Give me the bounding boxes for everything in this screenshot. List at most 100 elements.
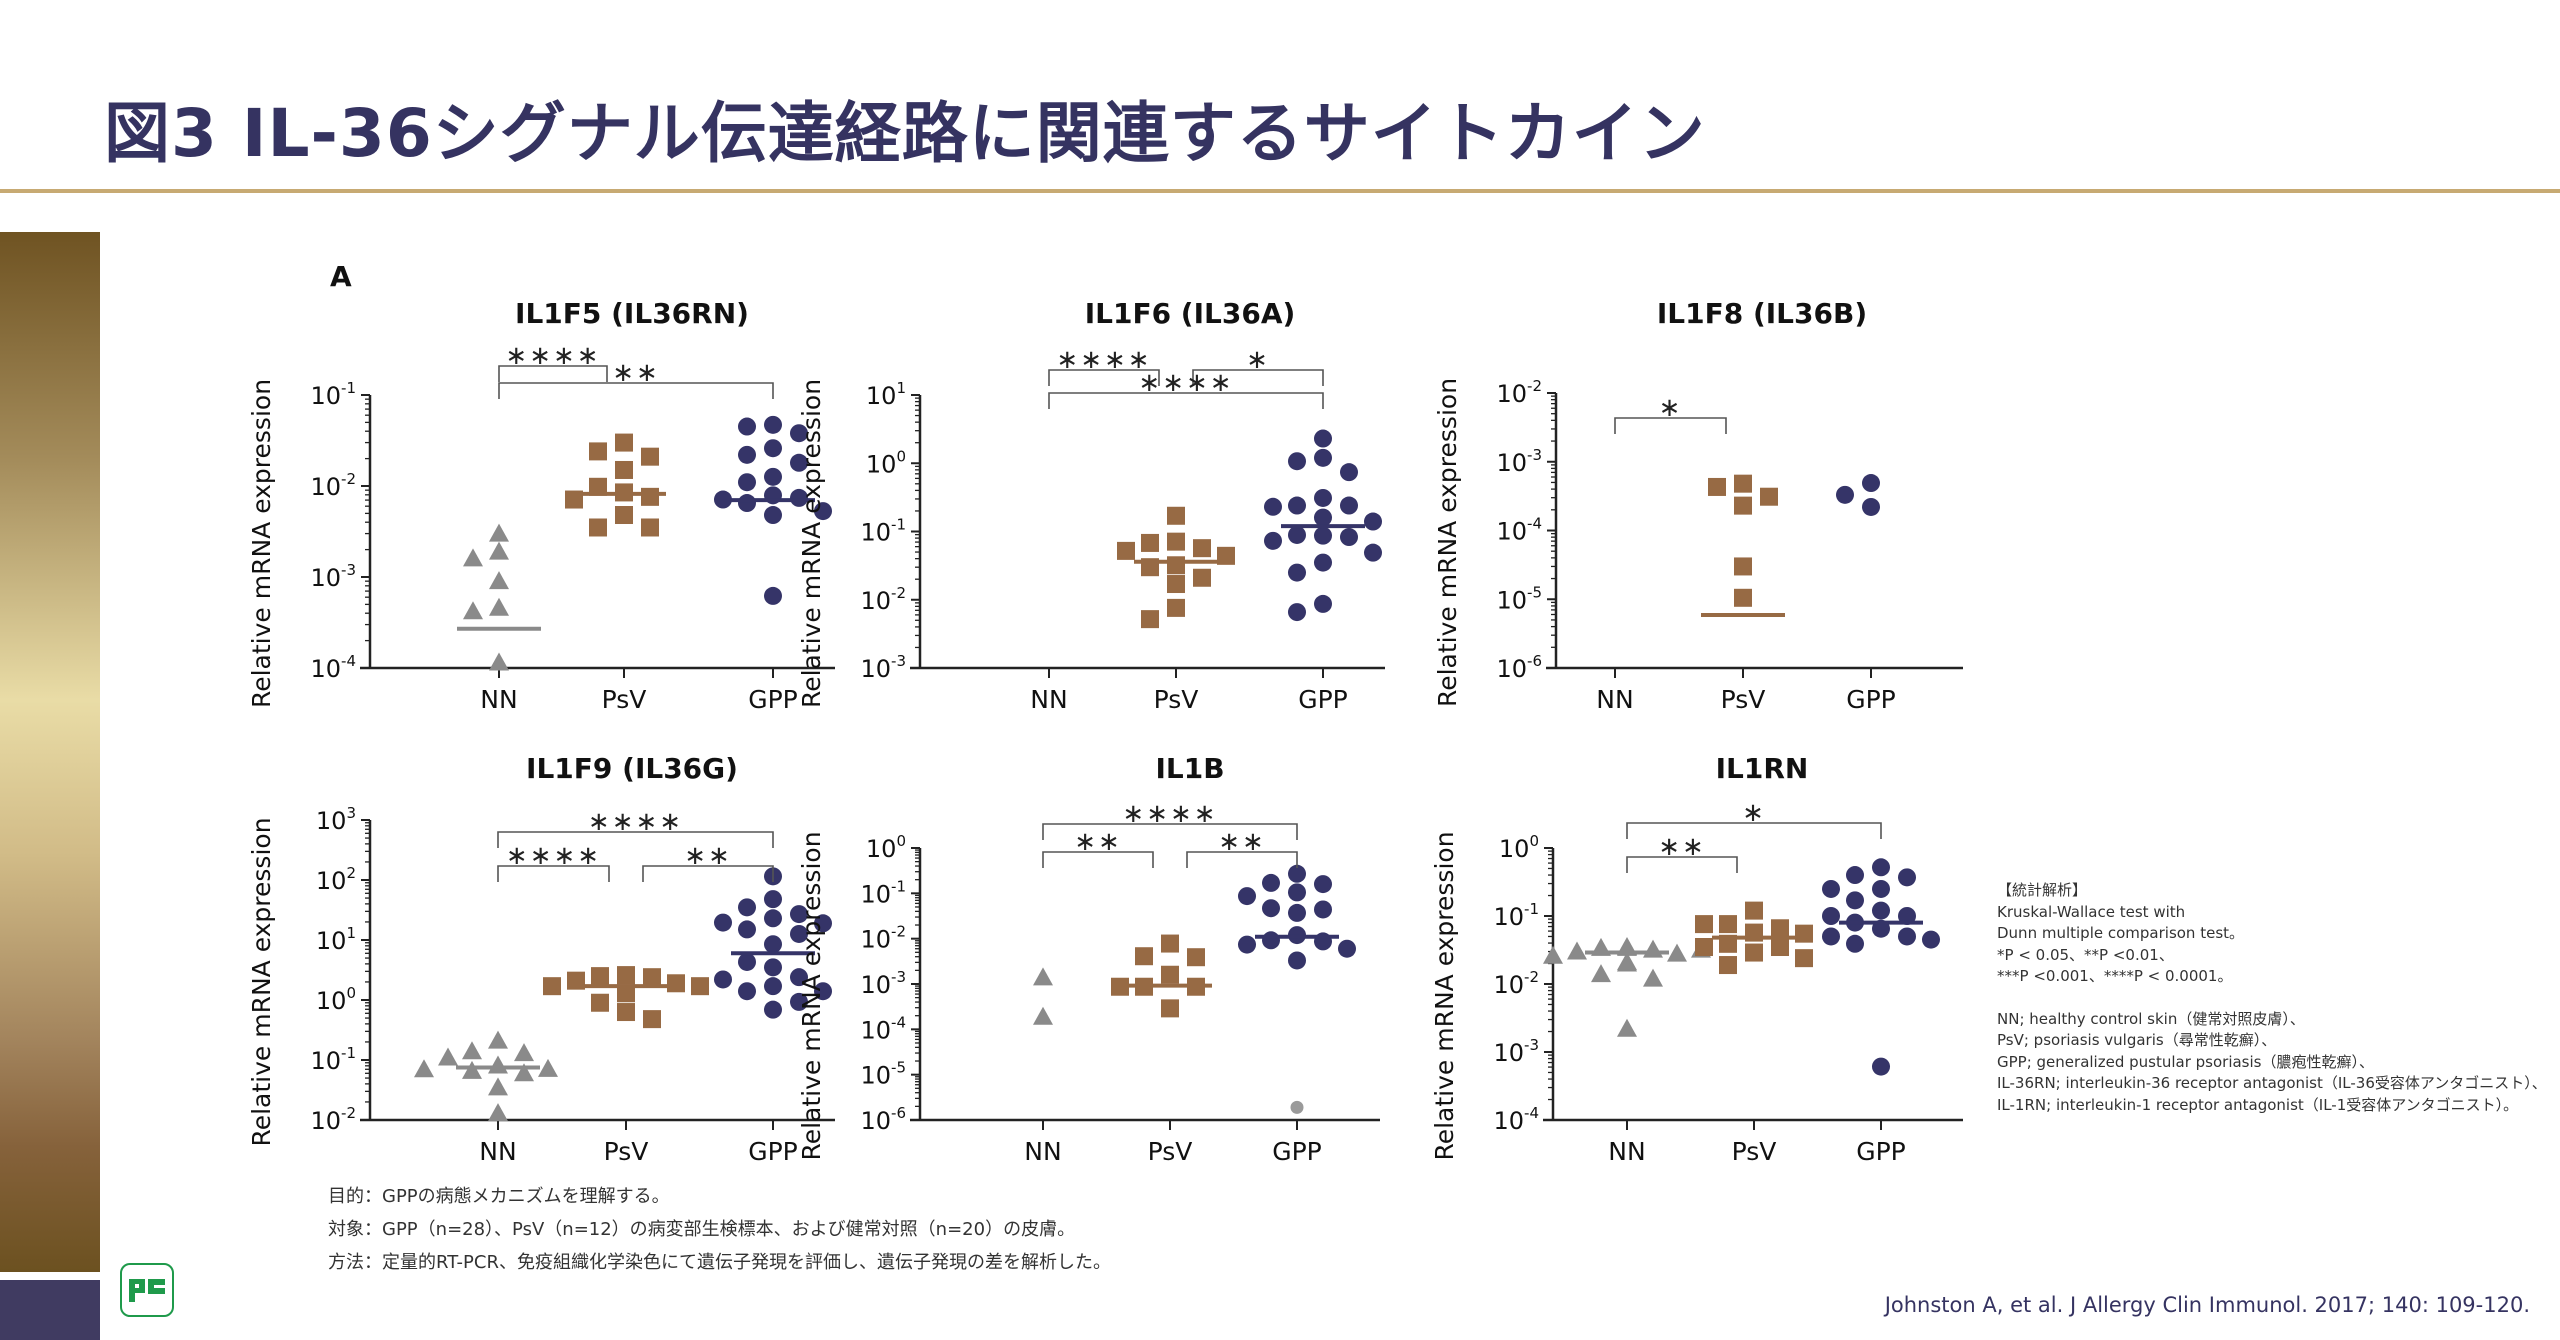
abbrev-line: IL-36RN; interleukin-36 receptor antagon… [1997, 1074, 2547, 1092]
data-point-square [1745, 901, 1763, 920]
data-point-square [589, 442, 607, 461]
data-point-triangle [1617, 1018, 1637, 1037]
y-tick-label: 10-1 [860, 877, 906, 908]
stats-line: Dunn multiple comparison test。 [1997, 924, 2245, 942]
chart-panel: IL1F8 (IL36B) Relative mRNA expression 10-… [1433, 297, 1963, 714]
subjects-text: 対象：GPP（n=28）、PsV（n=12）の病変部生検標本、および健常対照（n… [328, 1219, 1076, 1240]
data-point-circle [1288, 452, 1306, 471]
y-tick-label: 10-2 [310, 470, 356, 501]
page-title: 図3 IL-36シグナル伝達経路に関連するサイトカイン [104, 95, 1706, 172]
data-point-square [1795, 924, 1813, 943]
data-point-circle [764, 439, 782, 458]
data-point-circle [790, 992, 808, 1011]
data-point-triangle [438, 1047, 458, 1066]
stats-notes: 【統計解析】 Kruskal-Wallace test with Dunn mu… [1997, 880, 2547, 1116]
y-axis-label: Relative mRNA expression [247, 817, 276, 1146]
data-point-square [1187, 948, 1205, 967]
data-point-circle [738, 417, 756, 436]
data-point-circle [790, 453, 808, 472]
data-point-circle [764, 415, 782, 434]
data-point-square [591, 993, 609, 1012]
data-point-square [1167, 598, 1185, 617]
data-point-circle [764, 467, 782, 486]
data-point-circle [814, 914, 832, 933]
data-point-circle [1264, 497, 1282, 516]
y-tick-label: 10-4 [860, 1013, 906, 1044]
data-point-circle [790, 424, 808, 443]
data-point-square [1734, 588, 1752, 607]
data-point-square [615, 433, 633, 452]
significance-label: ∗∗ [612, 358, 660, 388]
x-tick-label: PsV [1732, 1137, 1777, 1166]
data-point-square [1161, 965, 1179, 984]
data-point-square [1141, 533, 1159, 552]
significance-bracket [642, 865, 774, 882]
data-point-circle [714, 970, 732, 989]
data-point-square [1135, 947, 1153, 966]
chart-panel: IL1F6 (IL36A) Relative mRNA expression 101… [797, 297, 1385, 714]
chart-panel: IL1RN Relative mRNA expression 100 10-1 10-2… [1430, 752, 1963, 1166]
data-point-circle [714, 913, 732, 932]
data-point-circle [764, 506, 782, 525]
data-point-square [1771, 938, 1789, 957]
data-point-circle [1264, 531, 1282, 550]
data-point-circle [1364, 512, 1382, 531]
data-point-triangle [463, 601, 483, 620]
significance-label: ∗∗∗∗ [588, 807, 683, 837]
data-point-triangle [462, 1041, 482, 1060]
data-point-circle [1340, 528, 1358, 547]
data-point-square [1167, 532, 1185, 551]
data-point-circle [738, 494, 756, 513]
data-point-circle [714, 490, 732, 509]
data-point-circle [1288, 603, 1306, 622]
y-tick-label: 10-3 [1493, 1036, 1539, 1067]
y-tick-label: 10-3 [1496, 446, 1542, 477]
data-point-circle [790, 488, 808, 507]
significance-bracket [1042, 823, 1298, 840]
significance-label: ∗∗ [1658, 832, 1706, 862]
y-tick-label: 100 [866, 832, 906, 863]
y-tick-label: 10-1 [1493, 900, 1539, 931]
purpose-text: 目的：GPPの病態メカニズムを理解する。 [328, 1186, 670, 1207]
data-point-square [1695, 915, 1713, 934]
data-point-circle [1238, 935, 1256, 954]
y-tick-label: 10-1 [860, 516, 906, 547]
y-tick-label: 10-2 [1496, 377, 1542, 408]
data-point-square [615, 506, 633, 525]
data-point-circle [1822, 907, 1840, 925]
data-point-triangle [1543, 945, 1563, 964]
data-point-circle [790, 968, 808, 987]
data-point-triangle [489, 571, 509, 590]
data-point-circle [1288, 903, 1306, 922]
data-point-square [1760, 487, 1778, 506]
data-point-circle [1314, 448, 1332, 467]
data-point-circle [814, 982, 832, 1001]
pc-logo-icon [120, 1263, 174, 1317]
stats-line: Kruskal-Wallace test with [1997, 902, 2186, 921]
y-axis-label: Relative mRNA expression [797, 379, 826, 708]
data-point-circle [738, 473, 756, 492]
y-axis-label: Relative mRNA expression [247, 379, 276, 708]
significance-bracket [1192, 369, 1324, 386]
data-point-square [1719, 956, 1737, 975]
data-point-circle [1862, 474, 1880, 493]
x-tick-label: GPP [1846, 685, 1896, 714]
x-tick-label: NN [1030, 685, 1067, 714]
stats-line: *P < 0.05、**P <0.01、 [1997, 945, 2174, 964]
data-point-triangle [538, 1058, 558, 1077]
significance-bracket [1626, 856, 1738, 873]
data-point-circle [738, 445, 756, 464]
abbrev-line: IL-1RN; interleukin-1 receptor antagonis… [1997, 1095, 2519, 1114]
x-tick-label: PsV [1148, 1137, 1193, 1166]
x-tick-label: PsV [602, 685, 647, 714]
data-point-circle [1898, 868, 1916, 887]
significance-bracket [1626, 822, 1882, 839]
data-point-circle [790, 924, 808, 943]
abbrev-line: PsV; psoriasis vulgaris（尋常性乾癬）、 [1997, 1031, 2277, 1049]
data-point-square [641, 518, 659, 537]
chart-title: IL1RN [1716, 752, 1809, 785]
data-point-square [1745, 943, 1763, 962]
significance-bracket [1186, 851, 1298, 868]
data-point-circle [1846, 866, 1864, 885]
data-point-circle [1314, 429, 1332, 448]
